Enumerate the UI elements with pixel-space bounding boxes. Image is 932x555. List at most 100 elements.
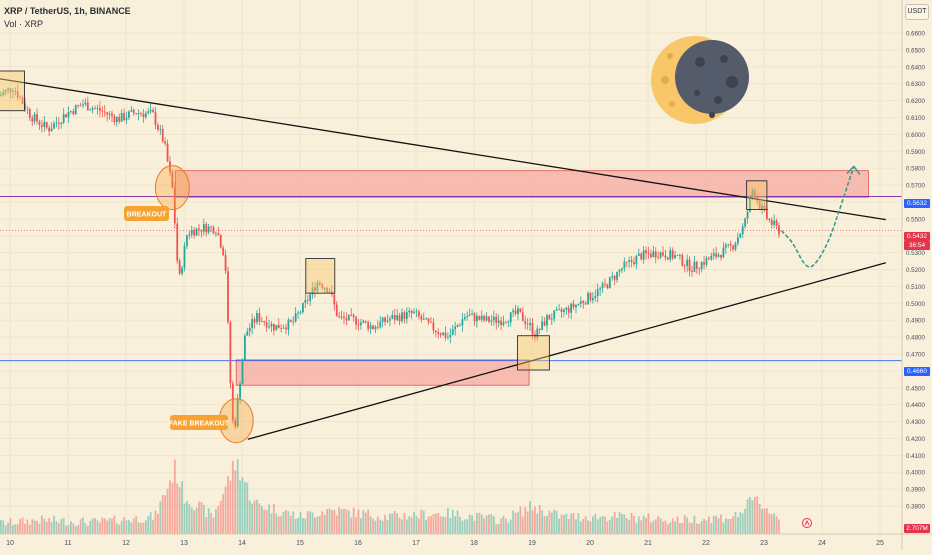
trendlines[interactable] bbox=[0, 78, 886, 440]
candle-body bbox=[309, 294, 312, 301]
highlight-boxes[interactable] bbox=[0, 70, 768, 371]
candle-body bbox=[563, 309, 565, 313]
x-tick-label: 20 bbox=[586, 540, 594, 547]
volume-bar bbox=[485, 515, 488, 534]
volume-bar bbox=[292, 511, 295, 534]
volume-bar bbox=[495, 524, 498, 534]
candle-body bbox=[543, 321, 546, 326]
x-tick-label: 12 bbox=[122, 540, 130, 547]
volume-bar bbox=[161, 494, 164, 534]
candle-body bbox=[396, 315, 399, 320]
candle-body bbox=[289, 319, 292, 322]
volume-bar bbox=[488, 514, 490, 534]
candle-body bbox=[463, 317, 466, 320]
volume-bar bbox=[164, 495, 167, 534]
volume-bar bbox=[316, 516, 319, 534]
candle-body bbox=[623, 261, 626, 269]
candle-body bbox=[579, 301, 582, 304]
candle-body bbox=[147, 111, 150, 114]
volume-bar bbox=[297, 517, 299, 534]
volume-bar bbox=[618, 512, 621, 534]
candle-body bbox=[691, 270, 693, 273]
volume-bar bbox=[253, 500, 256, 534]
volume-bar bbox=[471, 515, 473, 534]
volume-bar bbox=[89, 520, 92, 534]
y-tick-label: 0.5200 bbox=[906, 267, 925, 274]
volume-bar bbox=[219, 500, 222, 534]
candle-body bbox=[297, 312, 299, 314]
candle-body bbox=[621, 268, 623, 271]
volume-bar bbox=[159, 501, 162, 534]
volume-bar bbox=[729, 518, 732, 534]
candle-body bbox=[350, 314, 353, 316]
volume-bar bbox=[108, 518, 111, 534]
volume-bar bbox=[647, 513, 650, 534]
candle-body bbox=[193, 230, 196, 236]
candle-body bbox=[372, 325, 374, 330]
volume-bar bbox=[592, 516, 594, 534]
candle-body bbox=[108, 113, 111, 115]
candle-body bbox=[224, 255, 227, 271]
highlight-circles[interactable] bbox=[154, 165, 254, 444]
candle-body bbox=[529, 322, 531, 325]
volume-bar bbox=[403, 513, 406, 534]
volume-bar bbox=[43, 518, 46, 534]
volume-bar bbox=[200, 501, 203, 534]
volume-bar bbox=[137, 522, 140, 534]
candle-body bbox=[761, 205, 763, 209]
volume-bar bbox=[541, 510, 544, 534]
candle-body bbox=[212, 227, 215, 234]
candle-body bbox=[355, 317, 357, 325]
volume-bar bbox=[630, 512, 633, 534]
candle-body bbox=[705, 258, 708, 265]
candle-body bbox=[775, 220, 778, 226]
candle-body bbox=[376, 326, 379, 328]
candle-body bbox=[101, 110, 104, 112]
candle-body bbox=[751, 190, 754, 198]
candle-body bbox=[0, 94, 2, 96]
candle-body bbox=[84, 102, 87, 105]
volume-bar bbox=[737, 517, 739, 534]
fake-breakout-label[interactable]: FAKE BREAKOUT bbox=[169, 415, 230, 430]
candle-body bbox=[637, 253, 640, 256]
candle-body bbox=[664, 255, 667, 258]
candle-body bbox=[321, 284, 324, 289]
volume-bar bbox=[596, 519, 599, 534]
volume-bar bbox=[24, 523, 26, 534]
volume-bar bbox=[193, 510, 196, 534]
volume-bar bbox=[761, 508, 763, 534]
candle-body bbox=[524, 320, 527, 325]
volume-bar bbox=[84, 523, 87, 534]
breakout-label[interactable]: BREAKOUT bbox=[124, 206, 169, 221]
volume-bar bbox=[507, 522, 510, 534]
candle-body bbox=[480, 315, 483, 320]
volume-bar bbox=[91, 518, 94, 534]
ascending-trendline bbox=[247, 262, 886, 440]
volume-bar bbox=[483, 518, 486, 534]
volume-bar bbox=[505, 518, 507, 534]
projection[interactable] bbox=[780, 165, 861, 268]
volume-bar bbox=[555, 511, 558, 534]
volume-bar bbox=[309, 511, 312, 534]
candle-body bbox=[427, 318, 430, 323]
volume-bar bbox=[732, 516, 734, 534]
candle-body bbox=[246, 331, 249, 336]
currency-button[interactable]: USDT bbox=[905, 4, 929, 20]
candle-body bbox=[364, 320, 367, 323]
candle-body bbox=[340, 316, 343, 318]
candle-body bbox=[437, 331, 440, 334]
candle-body bbox=[447, 337, 449, 338]
volume-bar bbox=[19, 519, 22, 534]
x-tick-label: 21 bbox=[644, 540, 652, 547]
volume-bar bbox=[251, 503, 254, 534]
candle-body bbox=[679, 254, 681, 256]
volume-bar bbox=[391, 513, 394, 534]
candle-body bbox=[362, 320, 365, 323]
volume-bar bbox=[601, 515, 604, 534]
volume-bar bbox=[280, 515, 283, 534]
volume-bar bbox=[53, 515, 55, 534]
candle-body bbox=[77, 105, 80, 107]
candle-body bbox=[43, 121, 46, 127]
